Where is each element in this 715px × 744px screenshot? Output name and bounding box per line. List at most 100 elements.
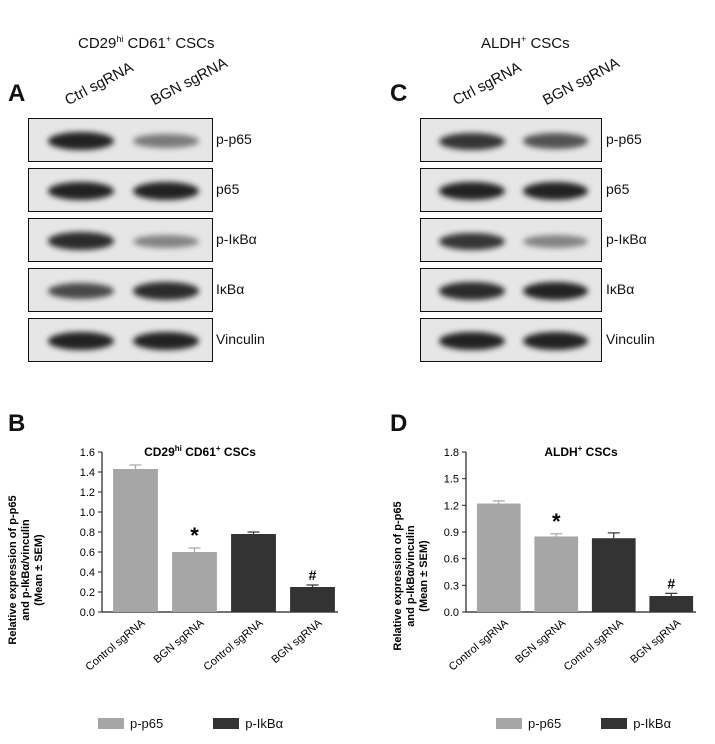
y-axis-label-line: (Mean ± SEM) [418,540,430,612]
y-tick-label: 1.0 [80,507,95,519]
protein-band [522,282,589,300]
legend-label-ikba: p-IkBα [245,716,284,731]
y-axis-label-line: and p-IkBα/vinculin [405,525,417,627]
blot-row-label: p-p65 [606,131,642,147]
y-tick-label: 0.4 [80,567,95,579]
blot-strip [420,118,602,162]
protein-band [132,282,200,300]
title-text: CD29 [78,35,117,52]
protein-band [439,232,505,250]
bar [172,552,217,612]
panel-a-title: CD29hi CD61+ CSCs [78,34,215,52]
column-label-ctrl: Ctrl sgRNA [450,58,525,109]
y-tick-label: 0.9 [444,527,459,539]
y-axis-label-line: Relative expression of p-p65 [392,501,404,650]
x-tick-label: Control sgRNA [202,617,266,674]
protein-band [522,234,589,248]
title-superscript: + [521,34,527,44]
x-tick-label: BGN sgRNA [628,617,684,666]
blot-strip [28,118,213,162]
significance-marker: # [667,575,675,591]
y-tick-label: 1.4 [80,467,95,479]
bar [649,596,694,612]
y-tick-label: 0.8 [80,527,95,539]
legend-swatch-ikba [213,718,240,729]
legend-swatch-ikba [601,718,628,729]
legend-swatch-p65 [98,718,124,729]
y-tick-label: 1.2 [80,487,95,499]
legend-swatch-p65 [496,718,522,729]
panel-c-title: ALDH+ CSCs [481,34,570,52]
protein-band [522,133,589,149]
title-superscript: + [165,34,172,44]
bar [290,587,335,612]
bar-chart-d: ALDH+ CSCs Relative expression of p-p65 a… [392,444,696,674]
panel-letter-c: C [390,80,408,107]
y-tick-label: 0.0 [444,607,459,619]
x-tick-label: Control sgRNA [447,617,511,674]
blot-strip [28,168,213,212]
protein-band [439,282,505,300]
chart-title: CD29hi CD61+ CSCs [144,444,256,459]
protein-band [132,234,200,248]
bar-chart-b: CD29hi CD61+ CSCs Relative expression of… [7,444,338,673]
significance-marker: * [190,523,199,548]
y-tick-label: 1.6 [80,447,95,459]
column-label-bgn: BGN sgRNA [540,54,623,109]
y-tick-label: 1.8 [444,447,459,459]
bar [231,534,276,612]
legend-label-p65: p-p65 [528,716,562,731]
legend-b: p-p65 p-IkBα [98,716,283,731]
panel-letter-d: D [390,410,408,437]
protein-band [47,182,115,200]
protein-band [47,283,115,299]
panel-letter-a: A [8,80,26,107]
blot-row-label: Vinculin [216,331,265,347]
plot-area: 0.0 0.2 0.4 0.6 0.8 1.0 1.2 1.4 1.6 Control sgRNA… [80,447,338,673]
x-tick-label: Control sgRNA [562,617,626,674]
blot-row-label: IκBα [606,281,635,297]
protein-band [47,332,115,350]
bar [113,469,158,612]
protein-band [522,182,589,200]
bar [534,536,579,612]
legend-label-p65: p-p65 [130,716,164,731]
x-tick-label: Control sgRNA [84,617,148,674]
column-label-ctrl: Ctrl sgRNA [62,58,137,109]
blot-row-label: p-p65 [216,131,252,147]
legend-label-ikba: p-IkBα [633,716,672,731]
title-text: CD61 [123,35,166,52]
blot-strip [420,318,602,362]
protein-band [132,332,200,350]
x-tick-label: BGN sgRNA [151,617,207,666]
title-text: CSCs [526,35,570,52]
bar [591,538,636,612]
blot-strip [420,168,602,212]
title-text: ALDH [481,35,522,52]
protein-band [47,132,115,150]
protein-band [439,182,505,200]
y-tick-label: 0.3 [444,580,459,592]
blot-strip [28,218,213,262]
y-axis-label-line: and p-IkBα/vinculin [20,519,32,621]
protein-band [132,134,200,148]
blot-row-label: p65 [606,181,630,197]
blot-row-label: p65 [216,181,240,197]
significance-marker: # [309,567,317,583]
y-axis-label-line: (Mean ± SEM) [33,534,45,606]
blot-row-label: p-IκBα [606,231,647,247]
blot-row-label: Vinculin [606,331,655,347]
y-tick-label: 0.6 [444,554,459,566]
significance-marker: * [552,509,561,534]
column-label-bgn: BGN sgRNA [148,54,231,109]
protein-band [47,232,115,250]
y-tick-label: 1.5 [444,474,459,486]
title-text: CSCs [171,35,215,52]
x-tick-label: BGN sgRNA [269,617,325,666]
blot-row-label: IκBα [216,281,245,297]
chart-title: ALDH+ CSCs [544,444,618,459]
y-axis-label: Relative expression of p-p65 and p-IkBα/v… [392,501,430,650]
y-tick-label: 0.0 [80,607,95,619]
y-tick-label: 0.6 [80,547,95,559]
y-axis-label: Relative expression of p-p65 and p-IkBα/v… [7,495,45,644]
